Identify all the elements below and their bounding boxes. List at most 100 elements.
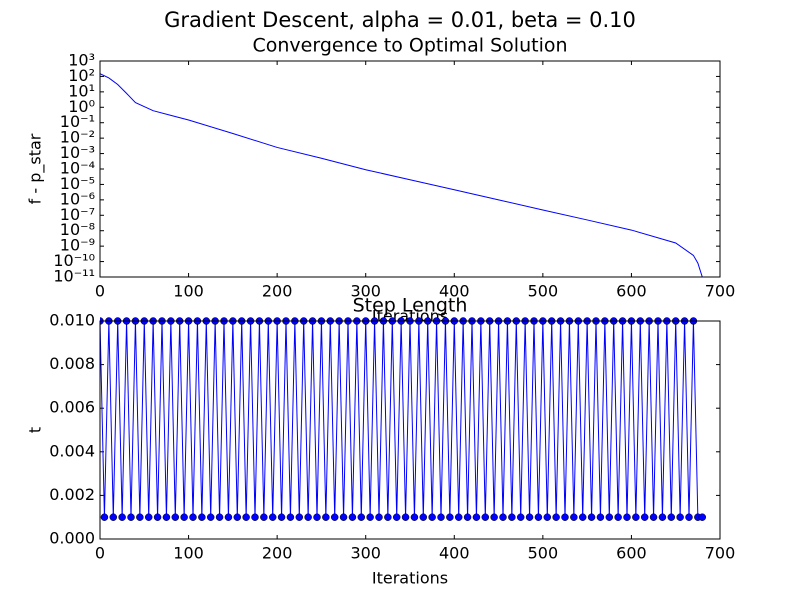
x-tick-label: 300: [350, 282, 381, 301]
data-marker: [552, 513, 560, 521]
data-marker: [100, 513, 109, 521]
axes-frame: [99, 320, 721, 540]
data-marker: [118, 513, 126, 521]
data-line: [100, 320, 703, 518]
y-tick-label: 10⁻⁶: [60, 189, 95, 208]
data-marker: [384, 513, 392, 521]
data-marker: [454, 513, 463, 521]
data-marker: [330, 513, 339, 521]
y-tick-label: 10⁻⁵: [60, 174, 95, 193]
data-marker: [392, 513, 401, 521]
data-marker: [570, 513, 578, 521]
data-marker: [534, 513, 543, 521]
y-tick-label: 10²: [68, 66, 95, 85]
data-marker: [543, 513, 552, 521]
data-marker: [658, 513, 667, 521]
data-marker: [587, 513, 596, 521]
y-tick-label: 0.010: [49, 311, 95, 330]
data-marker: [490, 513, 498, 521]
y-tick-label: 0.004: [49, 441, 95, 460]
data-marker: [401, 513, 410, 521]
y-tick-label: 0.000: [49, 529, 95, 548]
data-marker: [437, 513, 445, 521]
x-tick-label: 700: [705, 282, 736, 301]
x-axis-label: Iterations: [372, 569, 448, 588]
data-marker: [189, 513, 197, 521]
data-marker: [242, 513, 250, 521]
y-tick-label: 10¹: [68, 81, 95, 100]
data-marker: [251, 513, 259, 521]
data-marker: [375, 513, 383, 521]
data-marker: [357, 513, 366, 521]
data-marker: [614, 513, 622, 521]
data-marker: [366, 513, 374, 521]
data-marker: [499, 513, 507, 521]
data-marker: [463, 513, 472, 521]
data-marker: [206, 513, 215, 521]
x-tick-label: 100: [173, 282, 204, 301]
data-line: [100, 73, 703, 278]
data-marker: [180, 513, 188, 521]
y-tick-label: 0.006: [49, 398, 95, 417]
data-marker: [419, 513, 428, 521]
data-marker: [260, 513, 268, 521]
data-marker: [322, 513, 330, 521]
data-marker: [136, 513, 144, 521]
data-marker: [162, 513, 171, 521]
y-tick-label: 10⁻¹¹: [53, 267, 95, 286]
data-marker: [295, 513, 304, 521]
data-marker: [676, 513, 684, 521]
data-marker: [153, 513, 162, 521]
y-tick-label: 10³: [68, 51, 95, 70]
data-marker: [127, 513, 135, 521]
data-marker: [605, 513, 614, 521]
y-tick-label: 10⁻⁷: [60, 205, 95, 224]
y-tick-label: 10⁰: [68, 97, 95, 116]
x-tick-label: 200: [262, 544, 293, 563]
data-marker: [667, 513, 676, 521]
data-marker: [685, 513, 693, 521]
y-tick-label: 10⁻¹⁰: [53, 251, 95, 270]
x-tick-label: 400: [439, 282, 470, 301]
data-marker: [304, 513, 312, 521]
axes-title: Step Length: [353, 295, 468, 317]
data-marker: [410, 513, 419, 521]
data-marker: [525, 513, 534, 521]
figure-title: Gradient Descent, alpha = 0.01, beta = 0…: [164, 8, 636, 32]
data-marker: [561, 513, 569, 521]
y-axis-label: f - p_star: [26, 133, 46, 204]
data-marker: [481, 513, 490, 521]
y-tick-label: 10⁻³: [60, 143, 95, 162]
y-tick-label: 0.002: [49, 485, 95, 504]
data-marker: [144, 513, 153, 521]
x-tick-label: 100: [173, 544, 204, 563]
axes-frame: [99, 60, 721, 278]
y-tick-label: 10⁻⁸: [60, 220, 95, 239]
data-marker: [446, 513, 454, 521]
x-tick-label: 600: [616, 282, 647, 301]
data-marker: [640, 513, 649, 521]
x-tick-label: 600: [616, 544, 647, 563]
y-axis-label: t: [26, 427, 45, 433]
data-marker: [215, 513, 224, 521]
x-tick-label: 200: [262, 282, 293, 301]
data-marker: [623, 513, 631, 521]
x-tick-label: 0: [95, 544, 105, 563]
data-marker: [472, 513, 481, 521]
data-marker: [198, 513, 206, 521]
x-tick-label: 400: [439, 544, 470, 563]
data-marker: [516, 513, 525, 521]
data-marker: [339, 513, 348, 521]
y-tick-label: 10⁻⁹: [60, 236, 95, 255]
y-tick-label: 10⁻²: [60, 128, 95, 147]
x-tick-label: 500: [528, 544, 559, 563]
data-marker: [233, 513, 242, 521]
y-tick-label: 0.008: [49, 354, 95, 373]
x-tick-label: 300: [350, 544, 381, 563]
data-marker: [508, 513, 516, 521]
x-tick-label: 0: [95, 282, 105, 301]
data-marker: [313, 513, 321, 521]
data-marker: [596, 513, 605, 521]
y-tick-label: 10⁻⁴: [60, 159, 95, 178]
